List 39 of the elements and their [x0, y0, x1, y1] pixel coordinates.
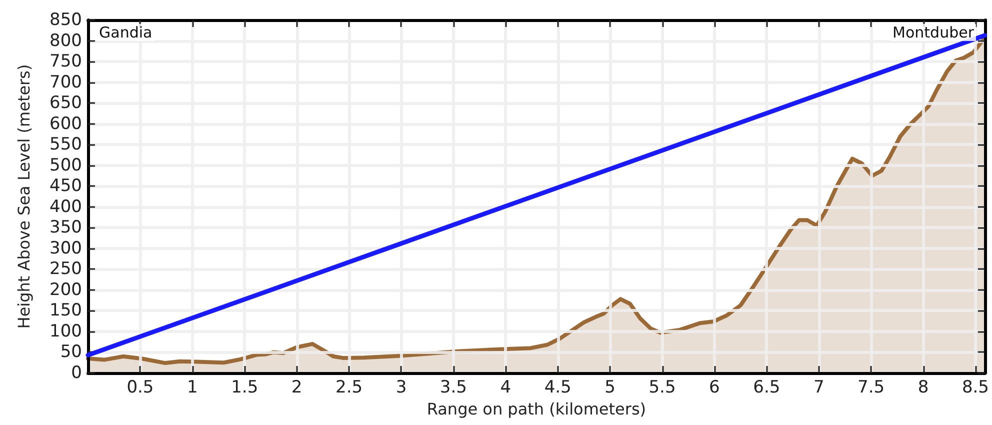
x-tick-label: 4.5: [544, 378, 572, 398]
y-tick-label: 650: [50, 93, 82, 114]
y-tick-label: 200: [50, 280, 82, 300]
y-tick-label: 50: [60, 342, 82, 362]
x-tick-label: 5: [604, 378, 616, 398]
y-tick-label: 0: [71, 363, 82, 383]
x-tick-label: 3.5: [440, 378, 467, 398]
y-axis-title: Height Above Sea Level (meters): [14, 64, 34, 329]
x-tick-label: 6.5: [753, 378, 780, 398]
x-tick-label: 7: [813, 378, 824, 398]
x-tick-label: 2: [291, 378, 302, 398]
annotation: Gandia: [99, 24, 152, 42]
y-tick-label: 150: [50, 300, 82, 321]
y-tick-label: 400: [50, 196, 82, 217]
y-tick-label: 850: [50, 10, 82, 30]
y-tick-label: 300: [50, 238, 82, 258]
y-tick-label: 350: [50, 218, 82, 238]
x-tick-label: 8.5: [962, 378, 990, 398]
x-tick-label: 5.5: [648, 378, 676, 398]
y-tick-label: 800: [50, 30, 82, 51]
y-tick-label: 700: [50, 72, 82, 92]
x-tick-label: 4: [500, 378, 512, 398]
x-tick-label: 7.5: [858, 378, 885, 398]
x-tick-label: 1.5: [231, 378, 258, 398]
y-tick-label: 100: [50, 321, 82, 342]
x-tick-label: 6: [709, 378, 720, 398]
x-tick-label: 2.5: [336, 378, 363, 398]
x-tick-label: 3: [396, 378, 407, 398]
y-tick-label: 600: [50, 114, 82, 134]
y-tick-label: 500: [50, 155, 82, 176]
y-tick-label: 250: [50, 259, 82, 280]
y-tick-label: 750: [50, 52, 82, 72]
x-tick-label: 0.5: [126, 378, 154, 398]
y-tick-label: 450: [50, 176, 82, 196]
x-axis-title: Range on path (kilometers): [426, 400, 646, 418]
annotation: Montduber: [892, 24, 975, 42]
y-tick-label: 550: [50, 134, 82, 155]
x-tick-label: 8: [918, 378, 929, 398]
x-tick-label: 1: [186, 378, 198, 398]
